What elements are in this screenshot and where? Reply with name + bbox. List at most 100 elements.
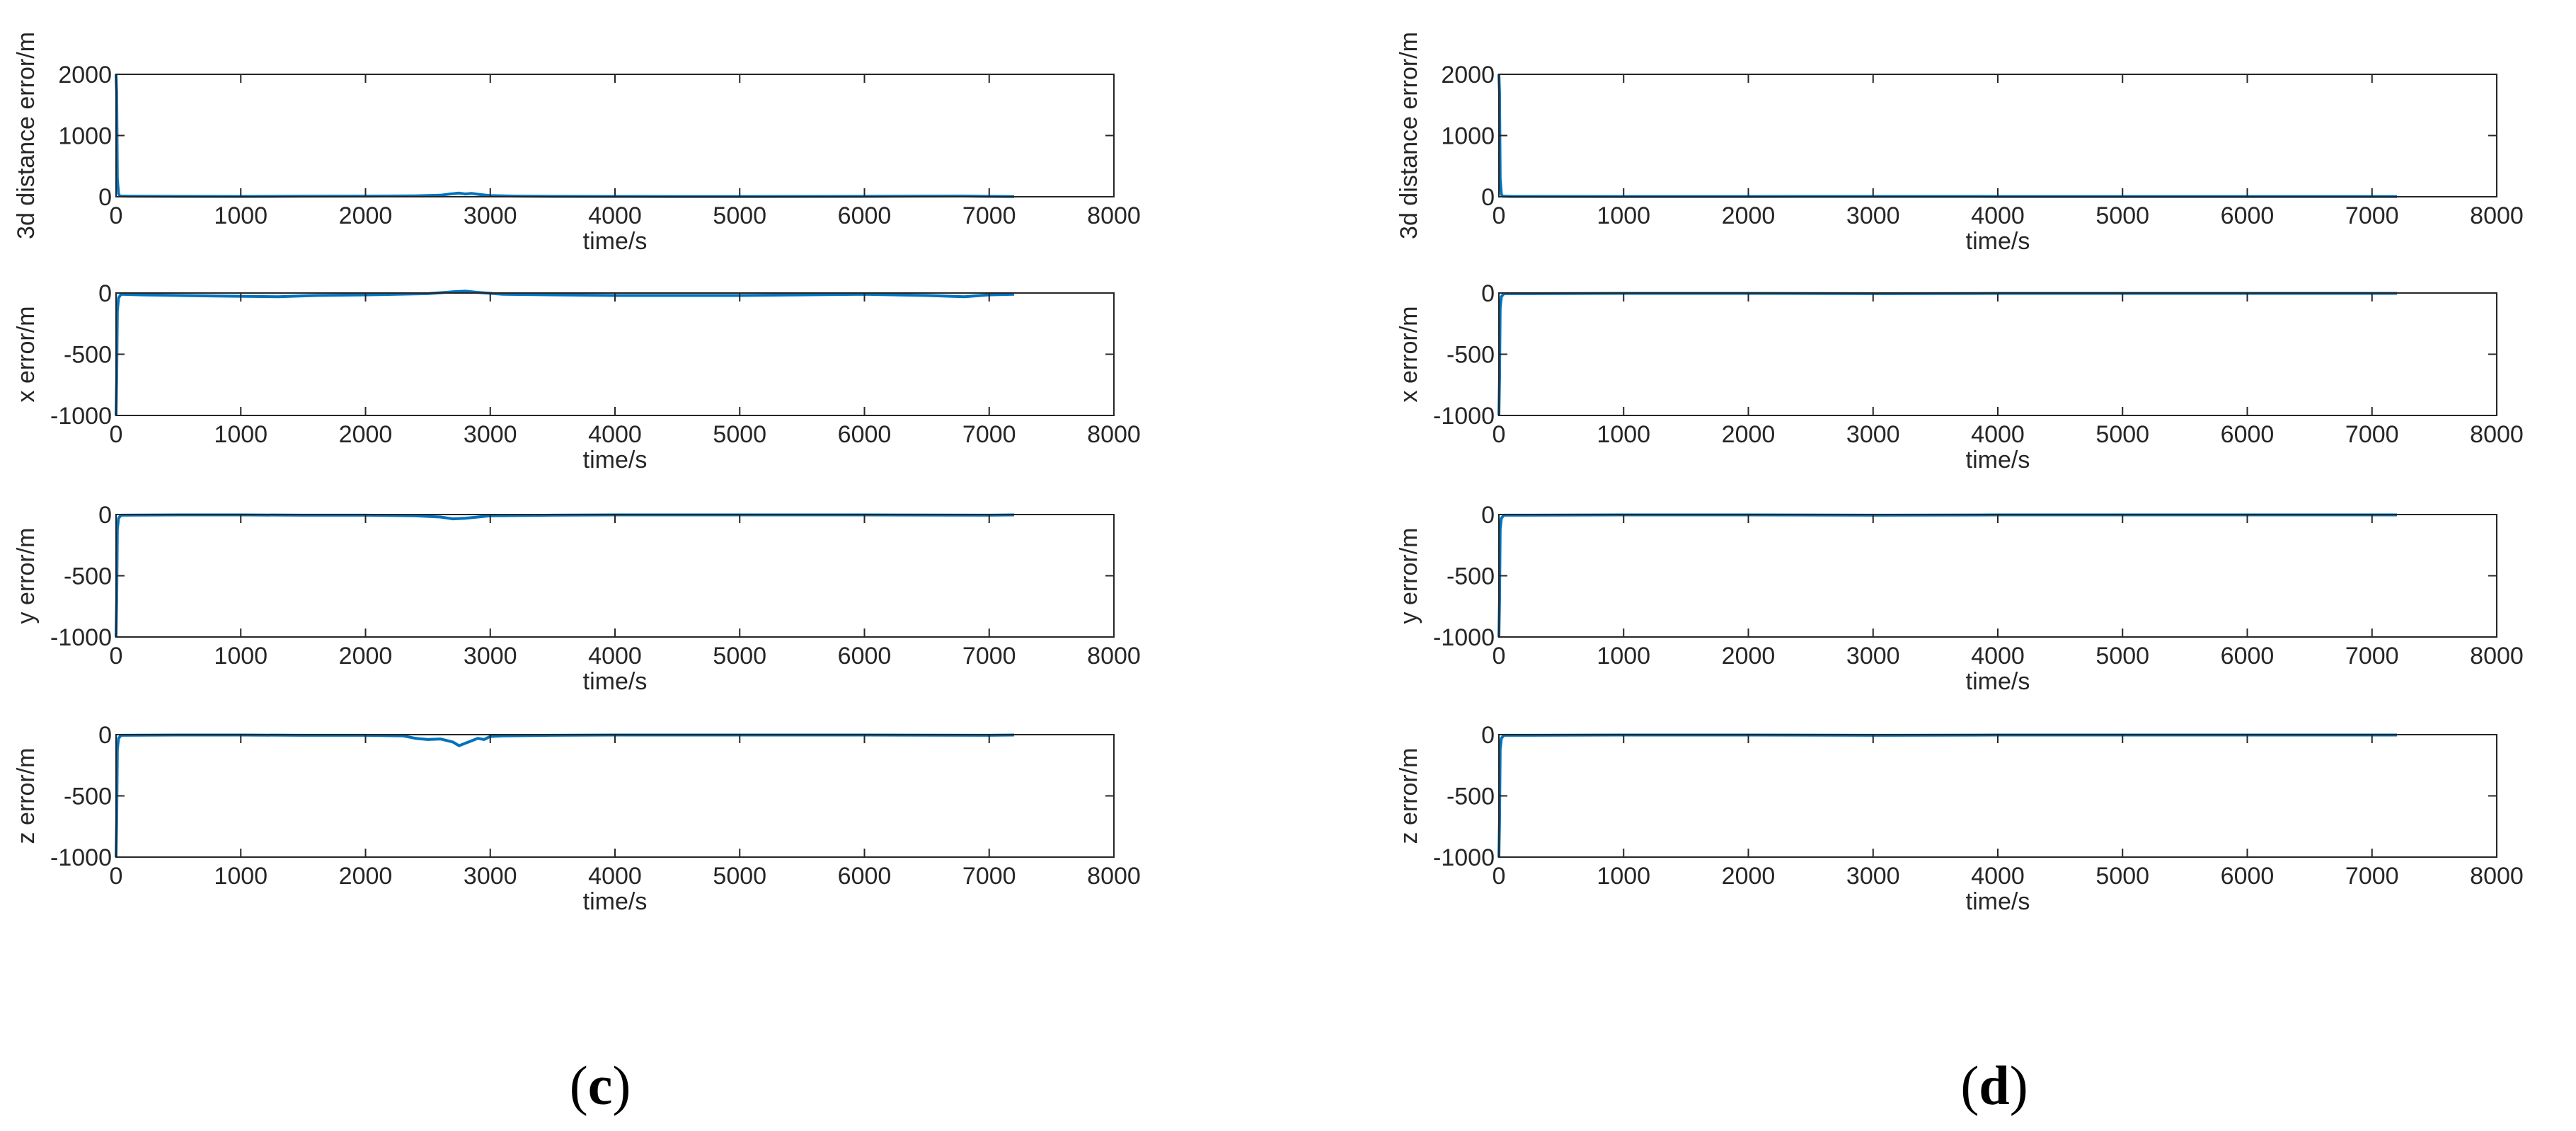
- panel-c-plot-2-xtick-label-3: 2000: [339, 421, 393, 448]
- panel-d-plot-3-xtick-label-3: 2000: [1722, 643, 1776, 670]
- panel-d-plot-2-xtick-label-1: 0: [1493, 421, 1506, 448]
- panel-label-d-text: d: [1979, 1055, 2009, 1116]
- panel-label-d: (d): [1960, 1055, 2028, 1116]
- panel-d-plot-2-ytick-label-2: -500: [1447, 342, 1495, 369]
- panel-c-plot-2-ylabel: x error/m: [13, 306, 40, 403]
- panel-c-plot-2: 0 1000 2000 3000 4000 5000 6000 7000 8000 -1000 -5…: [13, 280, 1141, 473]
- panel-c-plot-4-xtick-label-7: 6000: [838, 863, 892, 890]
- panel-d-plot-1-xtick-label-1: 0: [1493, 202, 1506, 229]
- panel-d-plot-2-xtick-label-7: 6000: [2221, 421, 2275, 448]
- panel-d-plot-3-xtick-label-1: 0: [1493, 643, 1506, 670]
- panel-c-plot-3-xlabel: time/s: [583, 668, 648, 695]
- panel-d-plot-4-xtick-label-4: 3000: [1846, 863, 1900, 890]
- panel-d-plot-4-xtick-label-7: 6000: [2221, 863, 2275, 890]
- panel-d-plot-2-xtick-label-6: 5000: [2095, 421, 2149, 448]
- panel-c-plot-3: 0 1000 2000 3000 4000 5000 6000 7000 8000 -1000 -5…: [13, 502, 1141, 695]
- panel-c-plot-1-ytick-label-1: 0: [98, 184, 112, 211]
- panel-c-plot-1-xtick-label-3: 2000: [339, 202, 393, 229]
- panel-d-plot-2-xtick-label-5: 4000: [1971, 421, 2025, 448]
- panel-c-plot-2-xtick-label-8: 7000: [962, 421, 1016, 448]
- panel-d-plot-1-xtick-label-6: 5000: [2095, 202, 2149, 229]
- panel-d-plot-2-xtick-label-4: 3000: [1846, 421, 1900, 448]
- panel-d-plot-4-xtick-label-9: 8000: [2470, 863, 2524, 890]
- panel-d-plot-4-xtick-label-1: 0: [1493, 863, 1506, 890]
- panel-c-plot-3-xtick-label-8: 7000: [962, 643, 1016, 670]
- panel-d-plot-4-xtick-label-2: 1000: [1597, 863, 1650, 890]
- panel-label-c-text: c: [588, 1055, 613, 1116]
- panel-c-plot-1-ytick-label-2: 1000: [58, 123, 112, 150]
- panel-d-plot-2-xtick-label-8: 7000: [2345, 421, 2399, 448]
- panel-c-plot-1-ylabel: 3d distance error/m: [13, 32, 40, 239]
- panel-c-plot-2-xtick-label-6: 5000: [713, 421, 766, 448]
- panel-c-plot-3-ytick-label-2: -500: [64, 563, 112, 590]
- panel-c-plot-1-xtick-label-7: 6000: [838, 202, 892, 229]
- panel-c-plot-3-xtick-label-7: 6000: [838, 643, 892, 670]
- panel-d-plot-3-xtick-label-4: 3000: [1846, 643, 1900, 670]
- panel-c-plot-3-xtick-label-5: 4000: [588, 643, 642, 670]
- panel-c-plot-2-ytick-label-2: -500: [64, 342, 112, 369]
- panel-d-plot-3-xtick-label-6: 5000: [2095, 643, 2149, 670]
- panel-d-plot-4-xtick-label-8: 7000: [2345, 863, 2399, 890]
- panel-c-plot-4-ylabel: z error/m: [13, 748, 40, 844]
- panel-d-plot-4-xtick-label-5: 4000: [1971, 863, 2025, 890]
- panel-d-plot-1-xtick-label-4: 3000: [1846, 202, 1900, 229]
- panel-c-plot-2-xtick-label-5: 4000: [588, 421, 642, 448]
- panel-c-plot-3-xtick-label-2: 1000: [214, 643, 268, 670]
- panel-c-plot-4-xtick-label-5: 4000: [588, 863, 642, 890]
- panel-c-plot-2-xtick-label-2: 1000: [214, 421, 268, 448]
- panel-c-plot-2-ytick-label-1: -1000: [50, 403, 112, 430]
- panel-d-plot-3-ytick-label-2: -500: [1447, 563, 1495, 590]
- panel-c-plot-2-xtick-label-4: 3000: [464, 421, 517, 448]
- panel-c-plot-3-ytick-label-3: 0: [98, 502, 112, 529]
- panel-c-plot-3-xtick-label-6: 5000: [713, 643, 766, 670]
- panel-d-plot-1-ytick-label-1: 0: [1481, 184, 1495, 211]
- panel-d-plot-2-xlabel: time/s: [1966, 447, 2030, 473]
- panel-c-plot-4: 0 1000 2000 3000 4000 5000 6000 7000 8000 -1000 -5…: [13, 722, 1141, 915]
- panel-d-plot-1: 0 1000 2000 3000 4000 5000 6000 7000 8000 0 1000 20…: [1396, 32, 2524, 255]
- panel-c-plot-3-xtick-label-9: 8000: [1087, 643, 1141, 670]
- panel-c-plot-4-xtick-label-9: 8000: [1087, 863, 1141, 890]
- panel-d-plot-2-ylabel: x error/m: [1396, 306, 1422, 403]
- panel-d-plot-4-xtick-label-3: 2000: [1722, 863, 1776, 890]
- panel-d-plot-1-xtick-label-8: 7000: [2345, 202, 2399, 229]
- panel-c-plot-1-xtick-label-2: 1000: [214, 202, 268, 229]
- panel-d-plot-4-ylabel: z error/m: [1396, 748, 1422, 844]
- panel-c-plot-1-xlabel: time/s: [583, 228, 648, 255]
- panel-d-plot-3-ytick-label-3: 0: [1481, 502, 1495, 529]
- panel-d-plot-3-xtick-label-9: 8000: [2470, 643, 2524, 670]
- panel-d-plot-3: 0 1000 2000 3000 4000 5000 6000 7000 8000 -1000 -5…: [1396, 502, 2524, 695]
- panel-c-plot-1: 0 1000 2000 3000 4000 5000 6000 7000 8000 0 1000 20…: [13, 32, 1141, 255]
- panel-c-plot-4-xtick-label-2: 1000: [214, 863, 268, 890]
- panel-c-plot-4-ytick-label-1: -1000: [50, 844, 112, 871]
- panel-c-plot-1-xtick-label-4: 3000: [464, 202, 517, 229]
- panel-d-plot-1-xtick-label-5: 4000: [1971, 202, 2025, 229]
- panel-d-plot-4-ytick-label-1: -1000: [1433, 844, 1495, 871]
- panel-d-plot-3-xtick-label-8: 7000: [2345, 643, 2399, 670]
- panel-d-plot-2-xtick-label-2: 1000: [1597, 421, 1650, 448]
- panel-d-plot-1-xtick-label-9: 8000: [2470, 202, 2524, 229]
- panel-d-plot-2-ytick-label-3: 0: [1481, 280, 1495, 307]
- panel-d-plot-2-xtick-label-3: 2000: [1722, 421, 1776, 448]
- panel-c-plot-3-xtick-label-3: 2000: [339, 643, 393, 670]
- panel-d-plot-4-xlabel: time/s: [1966, 888, 2030, 915]
- panel-c-plot-4-xtick-label-8: 7000: [962, 863, 1016, 890]
- panel-c-plot-3-ylabel: y error/m: [13, 528, 40, 624]
- panel-c-plot-2-xtick-label-1: 0: [110, 421, 123, 448]
- panel-c-plot-4-ytick-label-2: -500: [64, 783, 112, 810]
- panel-d-plot-1-ytick-label-3: 2000: [1441, 62, 1495, 88]
- panel-d-plot-3-xlabel: time/s: [1966, 668, 2030, 695]
- panel-c-plot-2-ytick-label-3: 0: [98, 280, 112, 307]
- panel-c-plot-4-xtick-label-1: 0: [110, 863, 123, 890]
- panel-d-plot-4-xtick-label-6: 5000: [2095, 863, 2149, 890]
- panel-c-plot-1-xtick-label-9: 8000: [1087, 202, 1141, 229]
- panel-c-plot-3-xtick-label-1: 0: [110, 643, 123, 670]
- panel-c-plot-1-xtick-label-5: 4000: [588, 202, 642, 229]
- panel-d-plot-1-xtick-label-7: 6000: [2221, 202, 2275, 229]
- panel-c-plot-1-xtick-label-6: 5000: [713, 202, 766, 229]
- panel-d-plot-1-xtick-label-3: 2000: [1722, 202, 1776, 229]
- panel-d-plot-1-ytick-label-2: 1000: [1441, 123, 1495, 150]
- panel-c-plot-4-xlabel: time/s: [583, 888, 648, 915]
- panel-c-plot-2-xtick-label-9: 8000: [1087, 421, 1141, 448]
